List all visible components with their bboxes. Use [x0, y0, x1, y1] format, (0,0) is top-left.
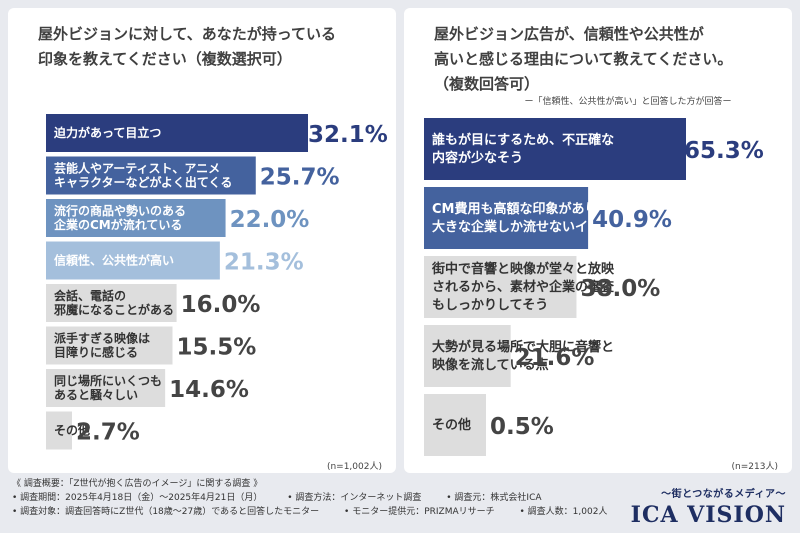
bar — [424, 187, 589, 249]
bar — [46, 411, 72, 450]
survey-title: 《 調査概要：「Z世代が抱く広告のイメージ」に関する調査 》 — [12, 479, 263, 489]
bar-group: その他 0.5% — [424, 394, 554, 456]
bar-value-label: 40.9% — [592, 207, 672, 233]
right-panel-subnote: ー「信頼性、公共性が高い」と回答した方が回答ー — [524, 97, 732, 107]
bar-value-label: 22.0% — [230, 207, 310, 233]
survey-target: • 調査対象：調査回答時にZ世代（18歳～27歳）であると回答したモニター — [12, 507, 320, 517]
bar — [424, 325, 511, 387]
left-bar-chart: 迫力があって目立つ 32.1% 芸能人やアーティスト、アニメキャラクターなどがよく出… — [46, 114, 388, 450]
bar — [46, 156, 256, 195]
bar-category-label: 派手すぎる映像は目障りに感じる — [54, 331, 150, 360]
left-panel-title: 屋外ビジョンに対して、あなたが持っている 印象を教えてください（複数選択可） — [38, 25, 337, 68]
bar-category-label: 街中で音響と映像が堂々と放映されるから、素材や企業の審査もしっかりしてそう — [431, 261, 615, 313]
bar-group: 信頼性、公共性が高い 21.3% — [46, 241, 304, 280]
right-bar-chart: 誰もが目にするため、不正確な内容が少なそう 65.3% CM費用も高額な印象があり、… — [424, 118, 764, 456]
bar — [424, 118, 686, 180]
bar-category-label: CM費用も高額な印象があり、大きな企業しか流せないイメージ — [432, 201, 627, 235]
bar-group: 街中で音響と映像が堂々と放映されるから、素材や企業の審査もしっかりしてそう38.… — [424, 256, 660, 318]
right-panel: 屋外ビジョン広告が、信頼性や公共性が 高いと感じる理由について教えてください。 … — [404, 8, 792, 473]
bar-category-label: 迫力があって目立つ — [53, 125, 161, 140]
bar-value-label: 2.7% — [76, 420, 140, 446]
bar-category-label: 信頼性、公共性が高い — [54, 253, 174, 268]
bar-group: 誰もが目にするため、不正確な内容が少なそう 65.3% — [424, 118, 764, 180]
bar-group: 迫力があって目立つ 32.1% — [46, 114, 388, 152]
bar — [424, 256, 577, 318]
survey-source: • 調査元：株式会社ICA — [446, 493, 542, 503]
bar-value-label: 14.6% — [169, 377, 249, 403]
survey-count: • 調査人数：1,002人 — [519, 507, 608, 517]
left-panel: 屋外ビジョンに対して、あなたが持っている 印象を教えてください（複数選択可） 迫… — [8, 8, 396, 473]
left-sample-size: (n=1,002人) — [326, 462, 382, 472]
bar-value-label: 32.1% — [308, 122, 388, 148]
bar — [46, 326, 173, 365]
right-panel-title: 屋外ビジョン広告が、信頼性や公共性が 高いと感じる理由について教えてください。 … — [434, 25, 733, 93]
bar — [46, 284, 177, 322]
bar — [46, 241, 220, 280]
bar-category-label: その他 — [54, 423, 90, 438]
bar-value-label: 38.0% — [580, 276, 660, 302]
bar — [46, 369, 166, 407]
bar-group: 流行の商品や勢いのある企業のCMが流れている 22.0% — [46, 199, 309, 237]
right-sample-size: (n=213人) — [731, 462, 778, 472]
bar-group: 芸能人やアーティスト、アニメキャラクターなどがよく出てくる 25.7% — [46, 156, 340, 195]
bar-category-label: その他 — [432, 417, 471, 433]
bar-value-label: 0.5% — [490, 414, 554, 440]
brand-block: ～街とつながるメディア～ ICA VISION — [631, 485, 786, 528]
survey-footer: 《 調査概要：「Z世代が抱く広告のイメージ」に関する調査 》 • 調査期間：20… — [12, 477, 629, 519]
bar-category-label: 誰もが目にするため、不正確な内容が少なそう — [432, 132, 614, 166]
survey-period: • 調査期間：2025年4月18日（金）～2025年4月21日（月） — [12, 493, 263, 503]
bar-group: 派手すぎる映像は目障りに感じる 15.5% — [46, 326, 257, 365]
bar-value-label: 15.5% — [177, 335, 257, 361]
bar-category-label: 会話、電話の邪魔になることがある — [53, 288, 174, 317]
survey-provider: • モニター提供元：PRIZMAリサーチ — [344, 507, 495, 517]
bar-value-label: 65.3% — [684, 138, 764, 164]
bar-value-label: 21.3% — [224, 250, 304, 276]
bar-value-label: 25.7% — [260, 165, 340, 191]
bar — [46, 199, 226, 237]
bar-group: 会話、電話の邪魔になることがある 16.0% — [46, 284, 260, 322]
bar-group: 同じ場所にいくつもあると騒々しい 14.6% — [46, 369, 249, 407]
bar — [424, 394, 486, 456]
ica-vision-logo: ICA VISION — [630, 502, 786, 528]
bar-value-label: 21.6% — [515, 345, 595, 371]
bar-category-label: 同じ場所にいくつもあると騒々しい — [54, 373, 162, 402]
brand-tagline: ～街とつながるメディア～ — [661, 489, 786, 500]
bar-category-label: 大勢が見る場所で大胆に音響と映像を流している点 — [432, 339, 614, 373]
bar-category-label: 芸能人やアーティスト、アニメキャラクターなどがよく出てくる — [54, 161, 232, 190]
survey-method: • 調査方法：インターネット調査 — [287, 493, 422, 503]
bar-value-label: 16.0% — [181, 292, 261, 318]
bar — [46, 114, 308, 152]
bar-category-label: 流行の商品や勢いのある企業のCMが流れている — [53, 203, 186, 232]
